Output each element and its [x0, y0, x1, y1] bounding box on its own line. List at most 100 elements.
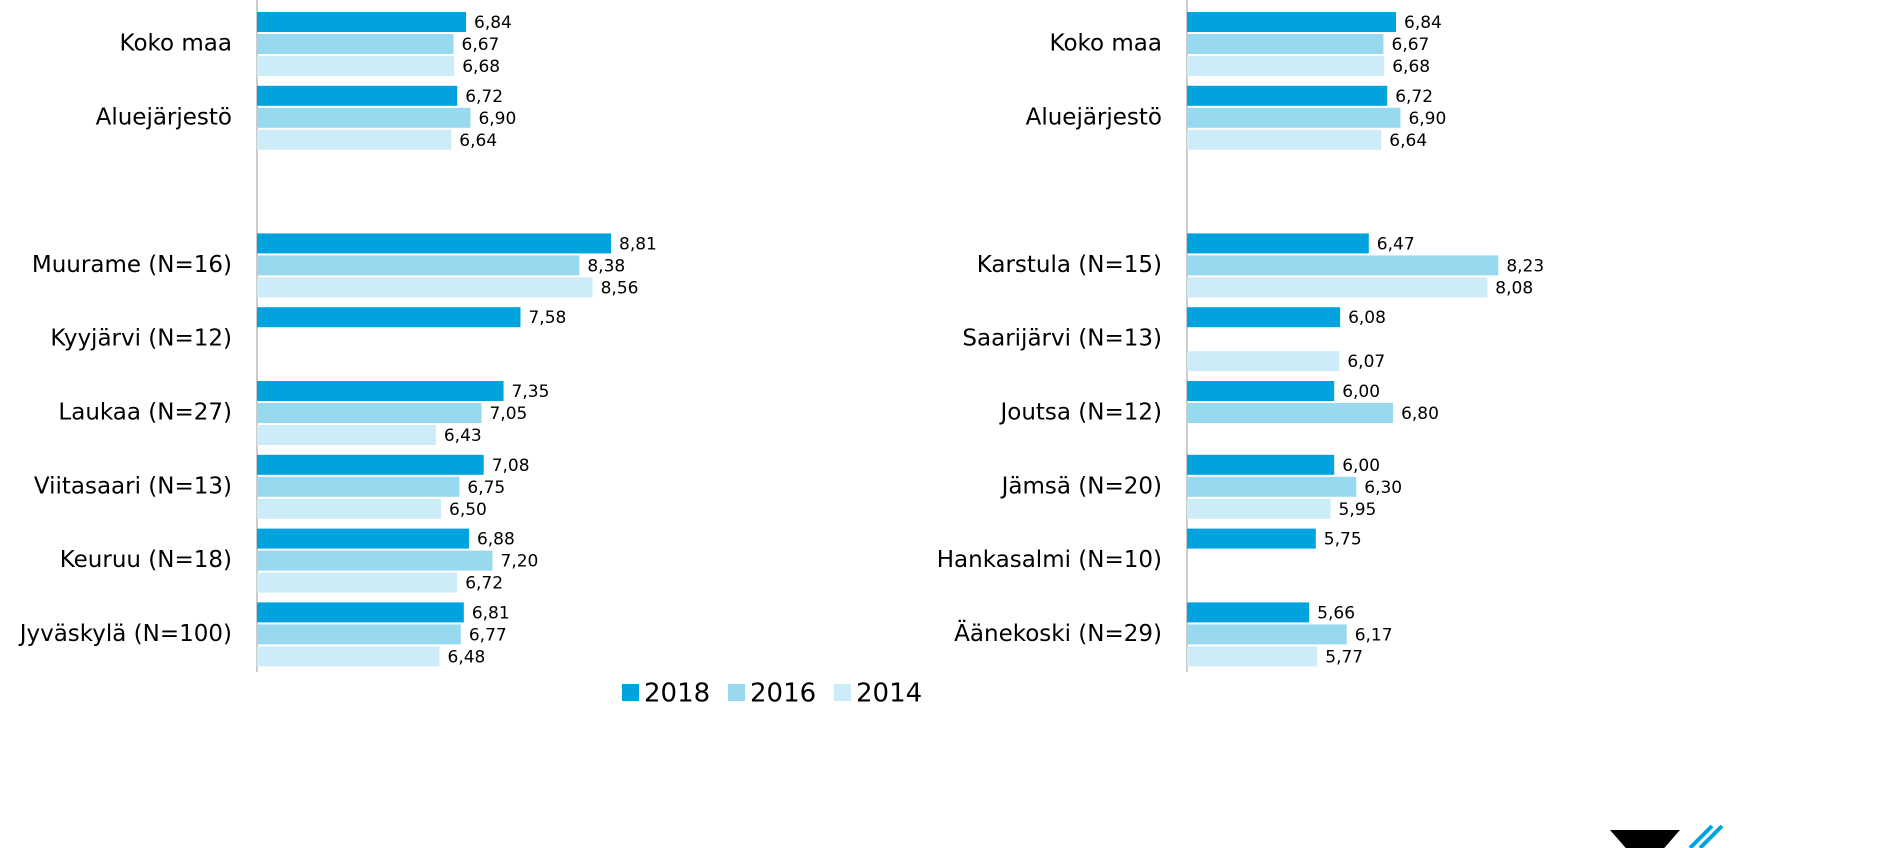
category-label: Viitasaari (N=13) [34, 473, 232, 499]
category-label: Kyyjärvi (N=12) [50, 326, 232, 352]
value-label: 8,56 [601, 278, 639, 298]
bar [1187, 624, 1347, 645]
value-label: 8,81 [619, 234, 657, 254]
bar [1187, 233, 1369, 254]
bar [1187, 403, 1394, 423]
category-label: Äänekoski (N=29) [954, 619, 1162, 647]
bar [1187, 454, 1335, 475]
bar [257, 85, 458, 106]
value-label: 7,08 [492, 456, 530, 476]
value-label: 7,35 [512, 382, 550, 402]
value-label: 6,64 [459, 131, 497, 151]
value-label: 6,90 [1408, 109, 1446, 129]
value-label: 8,38 [587, 256, 625, 276]
bar [1187, 34, 1384, 54]
bar [257, 528, 469, 549]
legend-swatch [834, 684, 851, 701]
value-label: 6,72 [465, 574, 503, 594]
bar [1187, 381, 1335, 401]
bar [1187, 107, 1401, 128]
value-label: 7,20 [501, 552, 539, 572]
bar [257, 233, 612, 254]
value-label: 6,72 [1395, 87, 1433, 107]
category-label: Laukaa (N=27) [58, 400, 232, 426]
category-label: Aluejärjestö [96, 104, 232, 130]
category-label: Muurame (N=16) [32, 252, 232, 278]
bar [257, 572, 458, 593]
bar [257, 381, 504, 401]
bar [1187, 351, 1340, 372]
bar [1187, 476, 1357, 497]
value-label: 5,95 [1339, 500, 1377, 520]
bar [1187, 12, 1397, 32]
bar [1187, 129, 1382, 150]
value-label: 6,47 [1377, 234, 1415, 254]
value-label: 8,08 [1495, 278, 1533, 298]
bar [257, 12, 467, 32]
logo [1610, 824, 1724, 848]
value-label: 6,84 [1404, 13, 1442, 33]
category-label: Joutsa (N=12) [998, 400, 1162, 426]
bar [257, 425, 436, 445]
value-label: 8,23 [1506, 256, 1544, 276]
value-label: 6,68 [462, 57, 500, 77]
value-label: 6,81 [472, 603, 510, 623]
value-label: 6,07 [1347, 352, 1385, 372]
legend-swatch [728, 684, 745, 701]
category-label: Koko maa [1050, 31, 1162, 57]
value-label: 6,72 [465, 87, 503, 107]
legend-label: 2014 [856, 679, 922, 709]
value-label: 7,05 [489, 404, 527, 424]
value-label: 6,67 [462, 35, 500, 55]
value-label: 5,77 [1325, 647, 1363, 667]
category-label: Keuruu (N=18) [60, 547, 232, 573]
bar [1187, 602, 1310, 623]
bar [257, 403, 482, 423]
bar [257, 550, 493, 571]
value-label: 6,80 [1401, 404, 1439, 424]
legend-label: 2018 [644, 679, 710, 709]
value-label: 6,84 [474, 13, 512, 33]
bar [257, 129, 452, 150]
bar [1187, 56, 1385, 76]
category-label: Koko maa [120, 31, 232, 57]
bar [1187, 498, 1331, 519]
value-label: 6,64 [1389, 131, 1427, 151]
value-label: 6,67 [1392, 35, 1430, 55]
bar [257, 107, 471, 128]
category-label: Karstula (N=15) [977, 252, 1162, 278]
bar [257, 307, 521, 328]
bar [1187, 85, 1388, 106]
value-label: 6,48 [448, 647, 486, 667]
value-label: 6,30 [1364, 478, 1402, 498]
value-label: 6,88 [477, 530, 515, 550]
value-label: 6,17 [1355, 625, 1393, 645]
category-label: Jämsä (N=20) [1000, 473, 1162, 499]
bar [257, 56, 455, 76]
value-label: 6,77 [469, 625, 507, 645]
value-label: 7,58 [528, 308, 566, 328]
value-label: 5,75 [1324, 530, 1362, 550]
value-label: 6,43 [444, 426, 482, 446]
value-label: 6,00 [1342, 382, 1380, 402]
bar [257, 476, 460, 497]
bar [1187, 646, 1318, 667]
legend-label: 2016 [750, 679, 816, 709]
value-label: 5,66 [1317, 603, 1355, 623]
category-label: Aluejärjestö [1026, 104, 1162, 130]
value-label: 6,90 [478, 109, 516, 129]
bar [257, 498, 441, 519]
value-label: 6,75 [467, 478, 505, 498]
legend-swatch [622, 684, 639, 701]
category-label: Jyväskylä (N=100) [18, 621, 232, 647]
value-label: 6,50 [449, 500, 487, 520]
bar [257, 277, 593, 298]
value-label: 6,08 [1348, 308, 1386, 328]
bar [1187, 255, 1499, 276]
bar [1187, 528, 1316, 549]
category-label: Saarijärvi (N=13) [962, 326, 1162, 352]
bar [257, 624, 461, 645]
bar [1187, 307, 1341, 328]
bar [257, 454, 484, 475]
